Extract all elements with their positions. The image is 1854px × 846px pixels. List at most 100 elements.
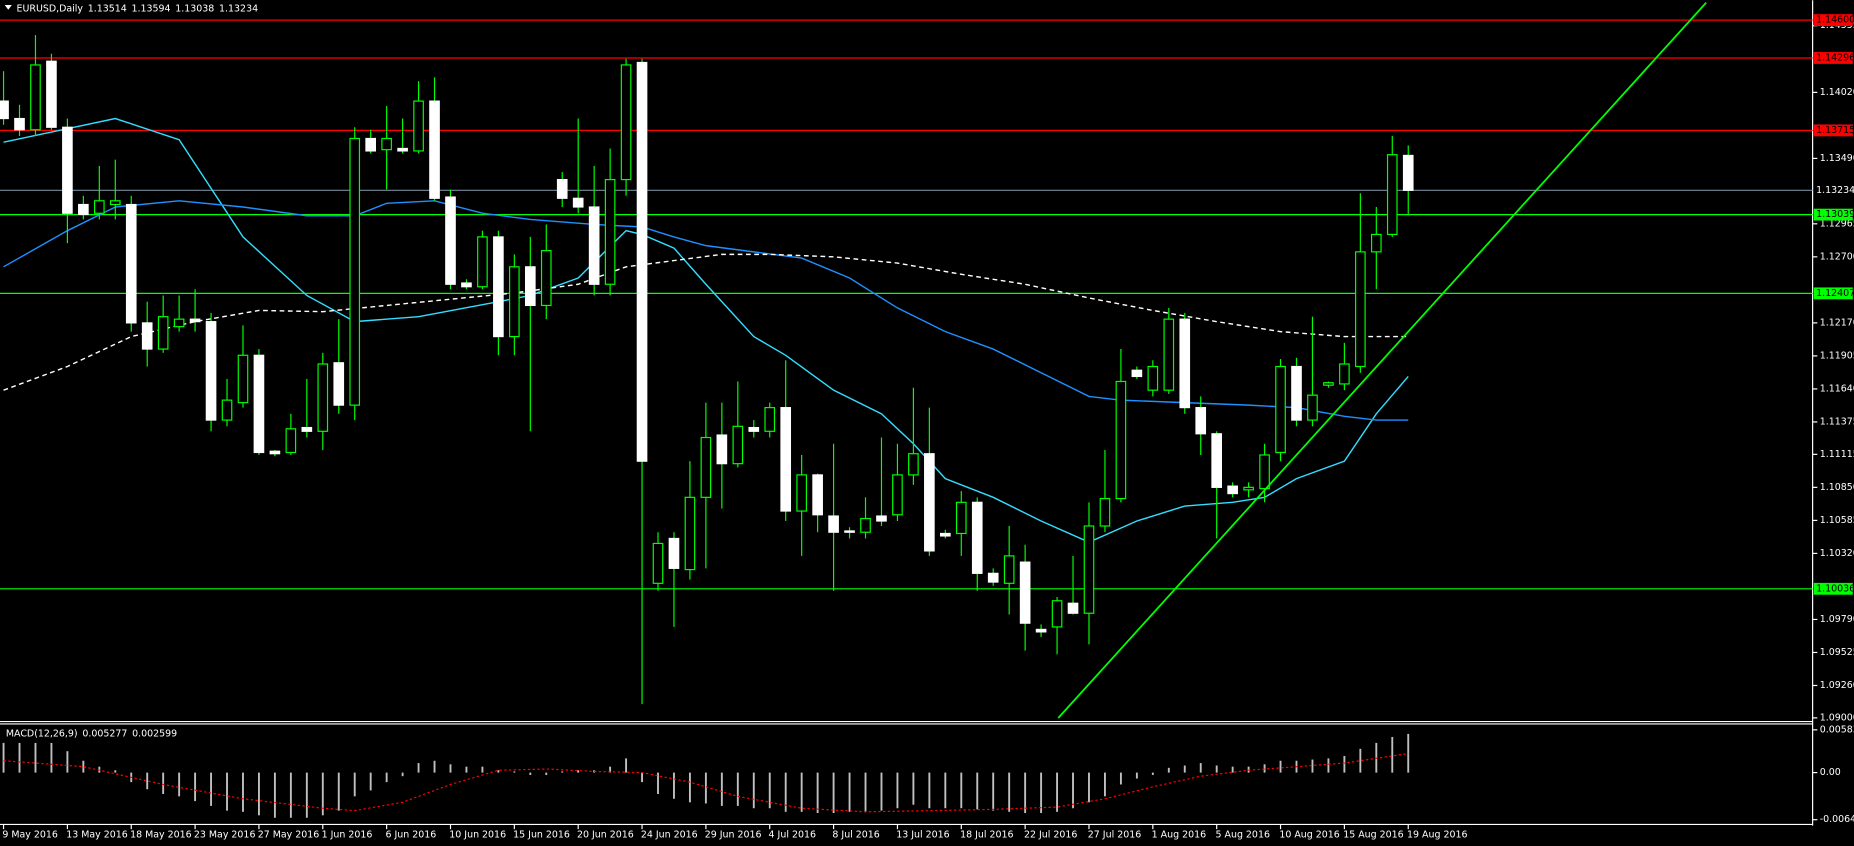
- candle-body: [1370, 233, 1382, 253]
- candle-body: [971, 501, 983, 574]
- candle-body: [317, 363, 329, 432]
- candle-body: [1083, 525, 1095, 614]
- candle-body: [828, 515, 839, 533]
- x-tick-label: 29 Jun 2016: [705, 830, 762, 841]
- candle-body: [1035, 628, 1047, 633]
- chart-header: EURUSD,Daily 1.13514 1.13594 1.13038 1.13234: [17, 3, 259, 14]
- candle-body: [1307, 394, 1318, 421]
- candle-body: [987, 572, 999, 583]
- candle-body: [812, 474, 823, 516]
- candle-body: [141, 322, 153, 350]
- y-tick-label: 1.10585: [1820, 515, 1854, 526]
- candle-body: [1259, 454, 1270, 490]
- level-label-box: [1813, 208, 1853, 221]
- candle-body: [668, 537, 680, 569]
- candle-body: [125, 203, 137, 324]
- candle-body: [540, 250, 552, 307]
- y-tick-label: 1.10320: [1820, 548, 1854, 559]
- y-tick-label: -0.006424: [1820, 814, 1854, 825]
- candle-body: [1291, 365, 1302, 421]
- x-tick-label: 20 Jun 2016: [577, 830, 634, 841]
- candle-body: [860, 517, 871, 533]
- y-tick-label: 1.12170: [1820, 317, 1854, 328]
- candle-body: [173, 318, 185, 328]
- y-tick-label: 1.09790: [1820, 614, 1854, 625]
- level-label: 1.12407: [1816, 288, 1854, 299]
- header-open: 1.13514: [88, 3, 127, 14]
- candle-body: [1163, 318, 1175, 391]
- level-label-box: [1813, 287, 1853, 300]
- y-tick-label: 1.09525: [1820, 647, 1854, 658]
- candle-body: [684, 496, 696, 571]
- x-tick-label: 8 Jul 2016: [832, 830, 879, 841]
- level-label: 1.14296: [1816, 52, 1854, 63]
- candle-body: [30, 64, 41, 131]
- candle-body: [205, 321, 217, 421]
- candle-body: [1179, 318, 1191, 409]
- candle-body: [333, 362, 345, 406]
- x-tick-label: 22 Jul 2016: [1024, 830, 1077, 841]
- candle-body: [1131, 369, 1143, 378]
- candle-body: [253, 354, 265, 454]
- macd-value: 0.005277: [82, 728, 127, 739]
- level-label: 1.14600: [1816, 15, 1854, 26]
- candle-body: [94, 200, 105, 214]
- candle-body: [572, 197, 584, 208]
- plot-layer: 1.145551.140201.134901.129651.127001.121…: [0, 14, 1854, 841]
- candle-body: [62, 126, 73, 214]
- level-label-box: [1813, 52, 1853, 64]
- candle-body: [716, 434, 728, 465]
- current-price-label: 1.13234: [1816, 185, 1854, 196]
- level-label-box: [1813, 14, 1853, 27]
- candle-body: [924, 453, 935, 552]
- candle-body: [301, 426, 313, 432]
- x-tick-label: 13 May 2016: [66, 830, 128, 841]
- x-tick-label: 19 Aug 2016: [1407, 830, 1467, 841]
- candle-body: [876, 515, 887, 522]
- candle-body: [908, 453, 919, 476]
- macd-header: MACD(12,26,9) 0.005277 0.002599: [6, 728, 177, 739]
- y-tick-label: 1.11375: [1820, 416, 1854, 427]
- y-tick-label: 1.09000: [1820, 712, 1854, 723]
- candle-body: [636, 61, 648, 462]
- y-tick-label: 1.12965: [1820, 218, 1854, 229]
- candle-body: [1195, 407, 1207, 435]
- x-tick-label: 1 Jun 2016: [322, 830, 373, 841]
- current-price-box: [1813, 184, 1853, 197]
- candle-body: [1211, 433, 1223, 488]
- candle-body: [285, 428, 297, 454]
- candle-body: [700, 436, 712, 498]
- candle-body: [1099, 497, 1111, 527]
- y-tick-label: 1.14020: [1820, 87, 1854, 98]
- candle-body: [955, 501, 967, 535]
- candle-body: [1323, 382, 1334, 386]
- candle-body: [604, 179, 616, 285]
- candle-body: [493, 236, 504, 338]
- x-tick-label: 9 May 2016: [2, 830, 58, 841]
- candle-body: [78, 203, 89, 216]
- x-tick-label: 13 Jul 2016: [896, 830, 949, 841]
- y-tick-label: 1.12700: [1820, 251, 1854, 262]
- level-label-box: [1813, 124, 1853, 137]
- x-tick-label: 10 Jun 2016: [449, 830, 506, 841]
- y-tick-label: 1.11115: [1820, 449, 1854, 460]
- candle-body: [381, 137, 392, 151]
- menu-triangle-icon[interactable]: [4, 5, 12, 10]
- y-tick-label: 1.13490: [1820, 153, 1854, 164]
- candle-body: [1386, 154, 1398, 236]
- level-label: 1.13715: [1816, 125, 1854, 136]
- candle-body: [461, 282, 472, 288]
- candle-body: [189, 318, 201, 323]
- candle-body: [109, 200, 121, 206]
- candle-body: [509, 266, 520, 338]
- candle-body: [892, 474, 903, 516]
- candle-body: [1051, 600, 1063, 628]
- y-tick-label: 1.11640: [1820, 383, 1854, 394]
- trend-line: [1057, 2, 1707, 719]
- candle-body: [652, 542, 664, 584]
- x-tick-label: 4 Jul 2016: [769, 830, 816, 841]
- y-tick-label: 0.005834: [1820, 724, 1854, 735]
- candle-body: [588, 206, 600, 285]
- candle-body: [157, 316, 169, 350]
